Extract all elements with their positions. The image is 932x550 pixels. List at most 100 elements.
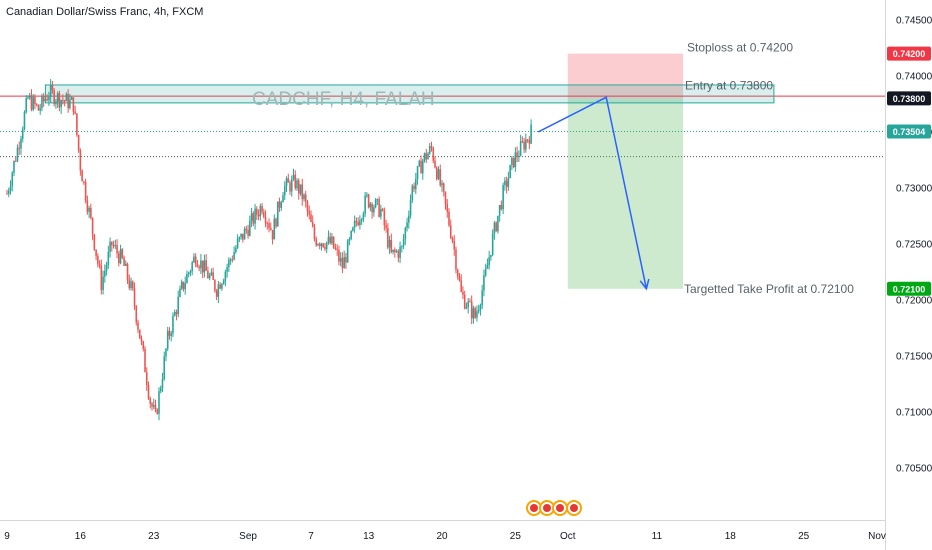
candle-body [345,257,347,263]
candle-body [476,311,478,318]
candle-body [371,203,373,213]
candle-body [477,309,480,312]
candle-body [507,178,510,187]
candle-body [432,148,435,161]
candle-body [430,146,433,149]
candle-body [325,242,328,250]
projection-path [537,96,648,289]
candle-body [332,236,335,249]
candle-body [518,155,520,158]
take-profit-label: Targetted Take Profit at 0.72100 [684,282,854,296]
candle-body [413,185,415,190]
candle-body [479,305,482,310]
candle-body [392,249,394,253]
candle-body [416,166,419,180]
candle-body [175,312,178,315]
x-tick-label: Oct [560,531,576,542]
candle-body [28,95,31,98]
candle-body [359,220,361,226]
candle-body [402,239,405,247]
candle-body [163,356,166,379]
candle-body [53,90,55,105]
candle-body [32,97,35,110]
candle-body [91,217,94,235]
candle-body [138,329,141,339]
y-tick-label: 0.70500 [896,464,932,475]
candle-body [310,214,312,222]
candle-body [376,199,379,201]
candle-body [346,240,349,263]
candle-body [245,228,248,231]
candle-body [123,257,125,266]
candle-body [366,194,368,196]
candle-body [161,378,164,389]
candle-body [287,178,290,183]
candle-body [116,245,118,254]
candle-body [481,290,483,306]
candle-body [261,205,263,213]
candle-body [498,205,501,216]
candle-body [13,160,15,173]
candle-body [280,202,283,208]
candle-body [526,139,529,141]
candle-body [193,256,195,263]
candle-body [360,219,363,221]
candle-body [168,330,171,336]
candle-body [275,218,277,227]
y-tick-label: 0.71000 [896,408,932,419]
price-tag-label: 0.72100 [893,284,926,294]
candle-body [111,241,113,246]
candle-body [231,259,234,261]
y-tick-label: 0.74000 [896,72,932,83]
candle-body [484,268,487,276]
candle-body [42,95,45,102]
candle-body [149,398,152,404]
y-tick-label: 0.72000 [896,296,932,307]
candle-body [334,248,337,250]
candle-body [229,259,232,261]
candle-body [109,241,111,252]
candle-body [453,241,456,250]
candle-body [254,208,256,224]
candle-body [324,246,326,250]
candle-body [313,226,316,239]
candle-body [200,260,202,269]
candle-body [404,227,407,240]
candle-body [46,99,48,101]
candle-body [77,134,80,151]
candle-body [97,255,99,264]
candle-body [194,256,197,265]
candle-body [290,179,293,192]
candle-body [327,236,330,243]
candle-body [289,182,291,192]
candle-body [187,272,190,275]
candle-body [179,288,181,297]
candle-body [380,208,382,217]
candle-body [249,220,251,236]
candle-body [182,281,185,290]
candle-body [48,96,50,101]
candle-body [130,281,132,288]
candle-body [353,221,356,228]
candle-body [166,330,169,349]
candle-body [465,307,468,309]
candle-body [250,213,253,221]
candle-body [308,211,311,215]
candle-body [184,283,186,290]
candle-body [104,270,106,277]
y-tick-label: 0.71500 [896,352,932,363]
candle-body [490,254,492,258]
candle-body [180,281,183,289]
candle-body [352,227,354,231]
candle-body [235,247,237,253]
candle-body [528,140,531,144]
candle-body [88,207,90,212]
candle-body [198,266,200,269]
candle-body [159,388,162,392]
candle-body [414,179,417,190]
candle-body [282,195,284,203]
candle-body [30,95,33,110]
candle-body [388,240,391,248]
price-tag [887,91,931,106]
